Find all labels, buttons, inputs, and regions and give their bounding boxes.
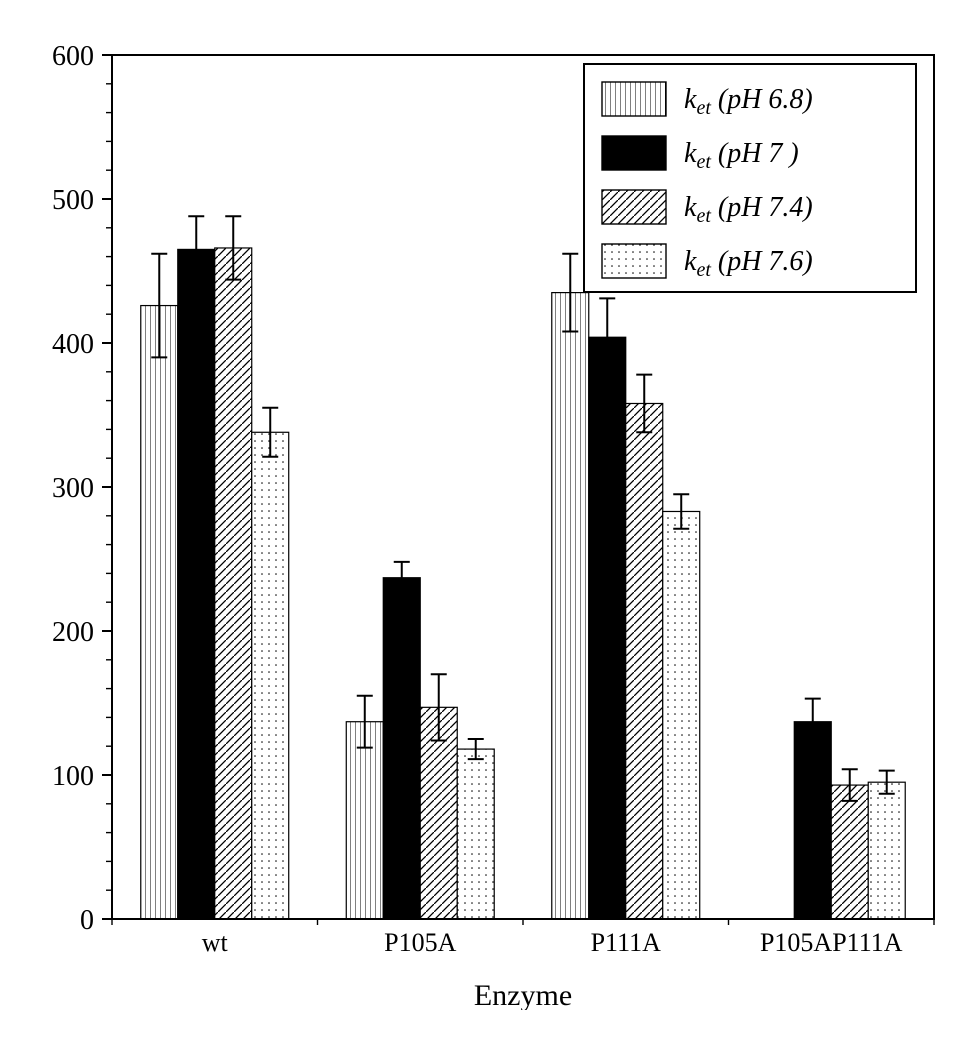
legend-swatch [602,136,666,170]
bar [552,293,589,919]
bar [346,722,383,919]
bar [252,432,289,919]
y-tick-label: 100 [52,761,94,792]
bar [663,511,700,919]
bar [383,578,420,919]
x-tick-label: P111A [591,928,662,957]
y-tick-label: 0 [80,905,94,936]
bar [215,248,252,919]
bar [457,749,494,919]
bar [794,722,831,919]
bar [831,785,868,919]
x-tick-label: wt [202,928,229,957]
y-tick-label: 300 [52,473,94,504]
y-tick-label: 400 [52,329,94,360]
bar [626,403,663,919]
bar [868,782,905,919]
legend-swatch [602,190,666,224]
legend-swatch [602,244,666,278]
bar [141,306,178,919]
y-tick-label: 200 [52,617,94,648]
y-tick-label: 600 [52,41,94,72]
bar [589,337,626,919]
y-tick-label: 500 [52,185,94,216]
legend-swatch [602,82,666,116]
ket-bar-chart: 0100200300400500600wtP105AP111AP105AP111… [50,40,950,1010]
x-tick-label: P105AP111A [760,928,903,957]
x-tick-label: P105A [384,928,456,957]
bar [178,249,215,919]
x-axis-label: Enzyme [474,979,572,1010]
